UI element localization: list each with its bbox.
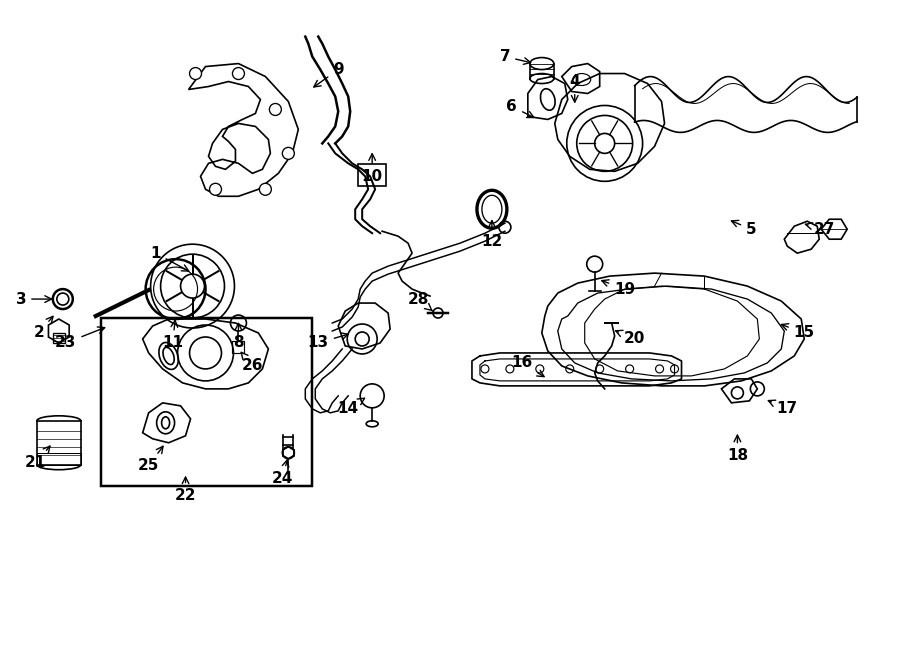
- Circle shape: [259, 183, 272, 195]
- Text: 21: 21: [25, 446, 50, 470]
- Text: 12: 12: [482, 221, 502, 249]
- Text: 11: 11: [162, 321, 183, 350]
- Text: 24: 24: [272, 460, 293, 486]
- Text: 25: 25: [138, 446, 163, 473]
- Circle shape: [210, 183, 221, 195]
- Text: 14: 14: [338, 398, 364, 416]
- Text: 9: 9: [314, 62, 344, 87]
- Text: 5: 5: [732, 220, 757, 237]
- Text: 26: 26: [241, 352, 263, 373]
- Circle shape: [269, 104, 282, 116]
- Bar: [358, 165, 386, 186]
- Text: 6: 6: [507, 99, 534, 118]
- Text: 20: 20: [616, 330, 645, 346]
- Text: 10: 10: [362, 154, 382, 184]
- Text: 28: 28: [408, 292, 433, 311]
- Text: 2: 2: [33, 317, 53, 340]
- Text: 27: 27: [806, 221, 835, 237]
- Text: 23: 23: [55, 327, 104, 350]
- Circle shape: [283, 147, 294, 159]
- Text: 22: 22: [175, 477, 196, 503]
- Text: 3: 3: [15, 292, 51, 307]
- Bar: [53, 333, 65, 343]
- Text: 8: 8: [233, 323, 244, 350]
- Text: 13: 13: [308, 333, 348, 350]
- Text: 18: 18: [727, 435, 748, 463]
- Text: 4: 4: [570, 74, 580, 102]
- Text: 7: 7: [500, 49, 531, 64]
- Circle shape: [190, 67, 202, 79]
- Text: 19: 19: [602, 280, 635, 297]
- Text: 16: 16: [511, 356, 544, 377]
- Bar: [37, 453, 81, 465]
- Text: 17: 17: [769, 400, 798, 416]
- Text: 15: 15: [781, 324, 815, 340]
- Bar: [101, 318, 312, 486]
- Bar: [232, 341, 245, 353]
- Circle shape: [232, 67, 245, 79]
- Text: 1: 1: [150, 246, 189, 271]
